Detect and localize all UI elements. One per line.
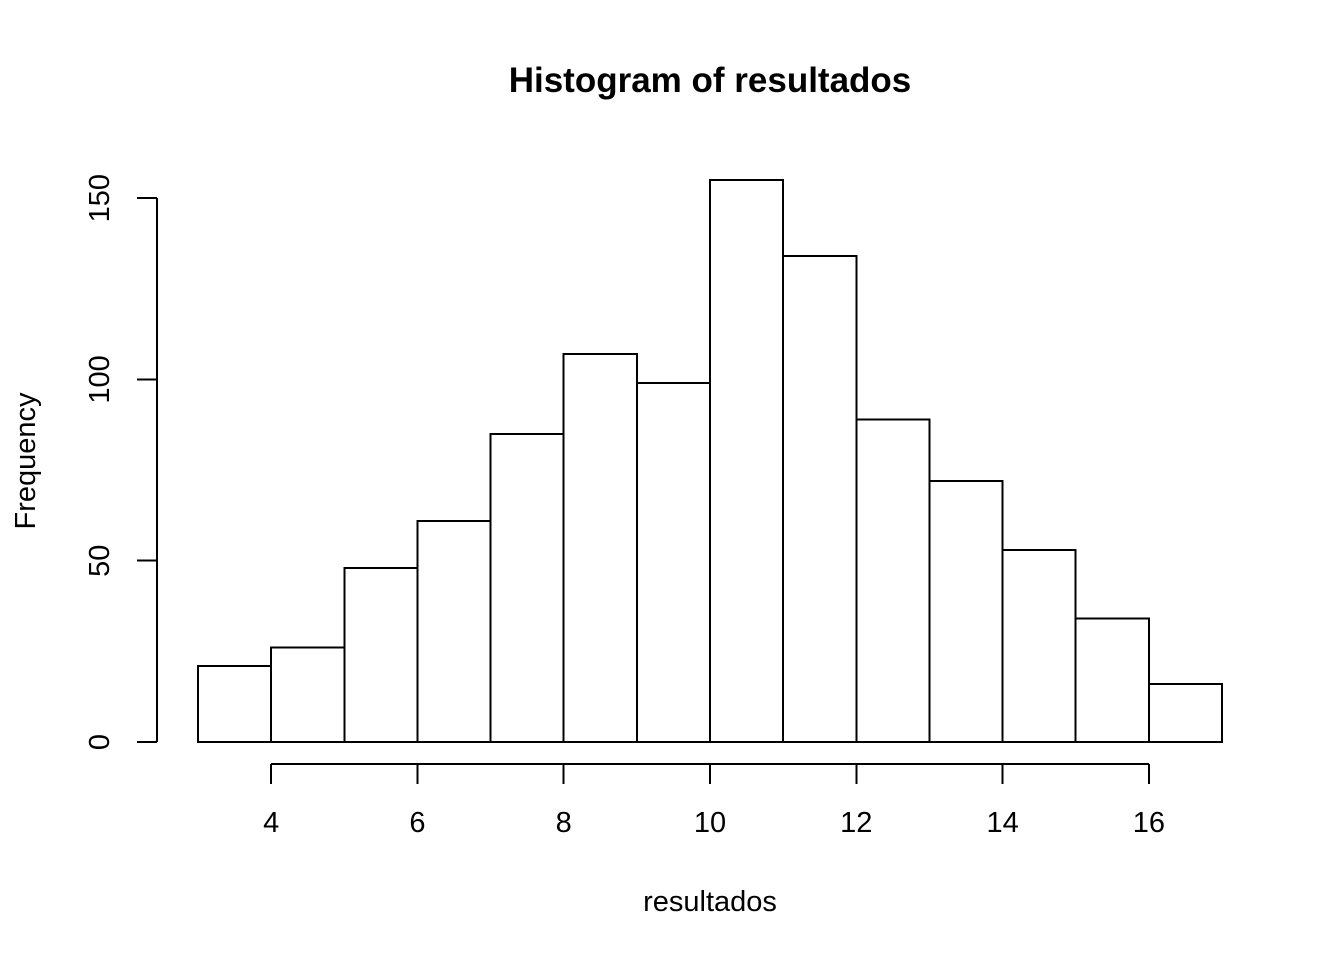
y-tick-label-150: 150	[84, 174, 116, 222]
histogram-bar-9	[782, 255, 858, 743]
histogram-bar-11	[928, 479, 1004, 743]
histogram-bar-10	[855, 418, 931, 743]
histogram-bar-8	[709, 179, 785, 743]
y-tick-label-0: 0	[84, 734, 116, 750]
histogram-bar-5	[489, 432, 565, 743]
histogram-bar-7	[635, 382, 711, 743]
x-tick-label-8: 8	[556, 807, 572, 839]
x-axis-title: resultados	[643, 886, 777, 918]
y-tick-label-100: 100	[84, 355, 116, 403]
histogram-bar-13	[1074, 617, 1150, 744]
y-axis: 0 50 100 150	[84, 174, 158, 750]
x-tick-label-16: 16	[1133, 807, 1165, 839]
chart-title: Histogram of resultados	[509, 61, 912, 100]
histogram-bar-3	[343, 566, 419, 744]
x-tick-label-14: 14	[986, 807, 1018, 839]
x-axis: 4 6 8 10 12 14 16	[263, 763, 1165, 839]
histogram-bar-2	[270, 646, 346, 743]
histogram-bar-12	[1001, 548, 1077, 744]
x-tick-label-10: 10	[694, 807, 726, 839]
histogram-bar-1	[197, 664, 273, 744]
y-tick-label-50: 50	[84, 545, 116, 577]
histogram-bar-6	[562, 353, 638, 743]
x-tick-label-12: 12	[840, 807, 872, 839]
histogram-bar-14	[1147, 682, 1224, 744]
histogram-bar-4	[416, 519, 492, 743]
y-axis-title: Frequency	[10, 392, 42, 530]
x-tick-label-4: 4	[263, 807, 279, 839]
bars-layer	[197, 179, 1224, 744]
x-tick-label-6: 6	[409, 807, 425, 839]
